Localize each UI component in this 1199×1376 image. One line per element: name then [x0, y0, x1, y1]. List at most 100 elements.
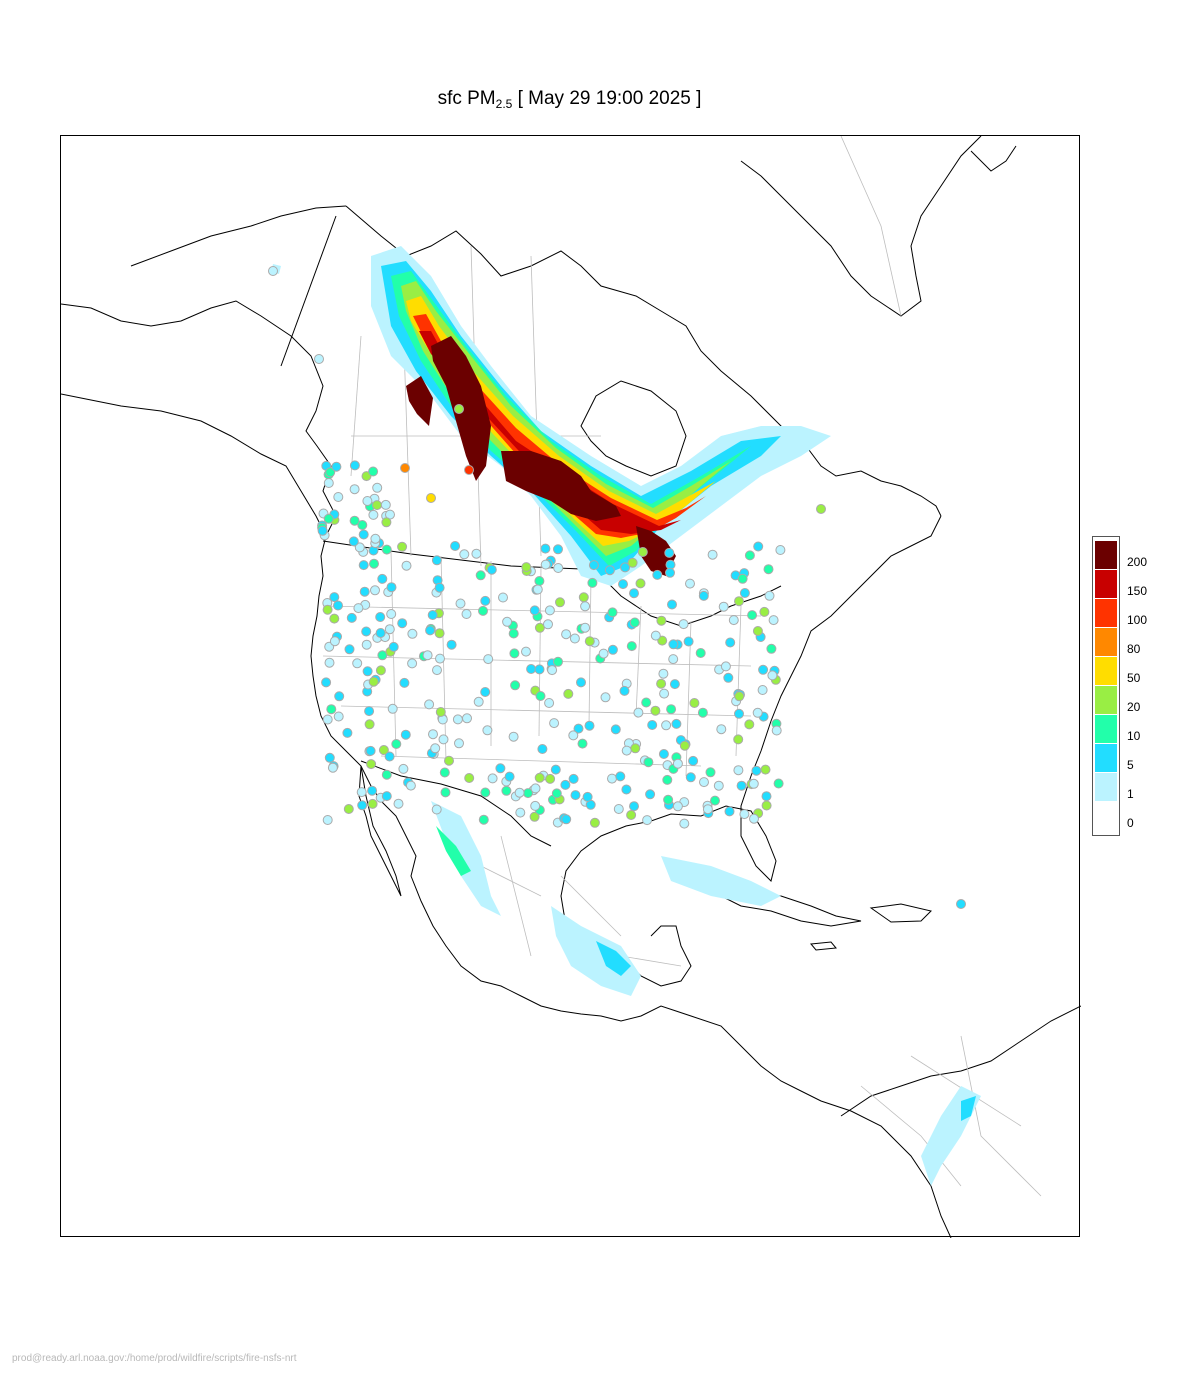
station-marker	[665, 567, 675, 578]
station-marker	[588, 560, 599, 571]
station-marker	[532, 584, 543, 595]
coastline-alaska	[61, 300, 337, 538]
station-marker	[672, 801, 683, 812]
plume-level-1	[371, 246, 831, 586]
station-marker	[699, 777, 709, 788]
station-marker	[753, 541, 764, 552]
station-marker	[626, 810, 637, 820]
station-marker	[440, 787, 451, 798]
station-marker	[697, 707, 708, 718]
station-marker	[549, 718, 560, 729]
station-marker	[633, 707, 644, 718]
station-marker	[747, 610, 758, 621]
station-marker	[367, 785, 378, 796]
map-title: sfc PM2.5 [ May 29 19:00 2025 ]	[0, 88, 1139, 111]
station-marker	[358, 560, 369, 571]
station-marker	[362, 496, 373, 506]
station-marker	[357, 800, 368, 811]
legend-swatch-10	[1095, 715, 1117, 743]
station-marker	[438, 734, 449, 745]
observation-stations	[268, 266, 966, 909]
station-marker	[368, 676, 379, 687]
station-marker	[482, 725, 493, 736]
legend-swatch-150	[1095, 570, 1117, 598]
station-marker	[342, 727, 353, 738]
station-marker	[381, 517, 392, 528]
station-marker	[349, 460, 360, 471]
station-marker	[573, 723, 584, 734]
station-marker	[498, 592, 508, 603]
station-marker	[386, 609, 397, 619]
station-marker	[372, 500, 382, 511]
station-marker	[598, 648, 609, 659]
coastline-hudson-bay	[580, 380, 687, 477]
station-marker	[326, 704, 337, 715]
station-marker	[705, 767, 716, 778]
border-us-mexico	[360, 760, 552, 847]
plume-south-america-mid	[961, 1096, 976, 1121]
station-marker	[322, 815, 333, 825]
station-marker	[656, 678, 667, 689]
station-marker	[698, 590, 709, 601]
station-marker	[668, 654, 679, 665]
station-marker	[346, 612, 357, 623]
plume-cuba-light	[661, 856, 781, 906]
station-marker	[725, 637, 736, 648]
station-marker	[333, 711, 344, 722]
coastline-south-america	[840, 1005, 1081, 1117]
station-marker	[427, 610, 438, 620]
station-marker	[464, 773, 475, 783]
station-marker	[367, 798, 378, 809]
legend-swatch-5	[1095, 744, 1117, 772]
station-marker	[733, 734, 744, 745]
station-marker	[619, 685, 630, 696]
station-marker	[495, 763, 506, 774]
station-marker	[381, 544, 392, 555]
station-marker	[501, 785, 512, 796]
station-marker	[329, 613, 340, 624]
station-marker	[641, 697, 652, 708]
station-marker	[569, 633, 580, 644]
station-marker	[629, 617, 640, 628]
coastline-alaska-north	[130, 205, 347, 267]
station-marker	[426, 493, 436, 503]
station-marker	[430, 743, 441, 754]
plume-mexico-mid	[596, 941, 631, 976]
station-marker	[391, 739, 402, 749]
station-marker	[547, 665, 558, 676]
station-marker	[375, 612, 386, 622]
station-marker	[480, 787, 491, 798]
station-marker	[521, 646, 531, 657]
station-marker	[361, 626, 372, 637]
colorbar	[1092, 536, 1120, 836]
station-marker	[471, 548, 482, 559]
station-marker	[618, 579, 628, 590]
station-marker	[763, 564, 774, 575]
station-marker	[368, 466, 379, 477]
station-marker	[384, 751, 395, 762]
station-marker	[621, 745, 632, 756]
station-marker	[723, 672, 734, 683]
station-marker	[563, 688, 574, 699]
station-marker	[659, 688, 670, 699]
station-marker	[454, 738, 464, 749]
station-marker	[695, 648, 706, 658]
station-marker	[397, 618, 408, 629]
station-marker	[349, 515, 360, 526]
station-marker	[450, 541, 461, 551]
coastline-hispaniola	[869, 903, 932, 923]
station-marker	[553, 656, 563, 667]
plume-gulf-light	[431, 801, 501, 916]
station-marker	[535, 691, 546, 701]
station-marker	[642, 815, 653, 826]
coastline-east	[560, 515, 942, 987]
station-marker	[733, 765, 744, 776]
station-marker	[370, 533, 381, 544]
station-marker	[530, 800, 541, 811]
station-marker	[375, 665, 386, 676]
station-marker	[380, 499, 391, 510]
station-marker	[702, 804, 713, 815]
legend-swatch-50	[1095, 657, 1117, 685]
legend-label-5: 5	[1127, 758, 1134, 772]
station-marker	[439, 767, 450, 778]
